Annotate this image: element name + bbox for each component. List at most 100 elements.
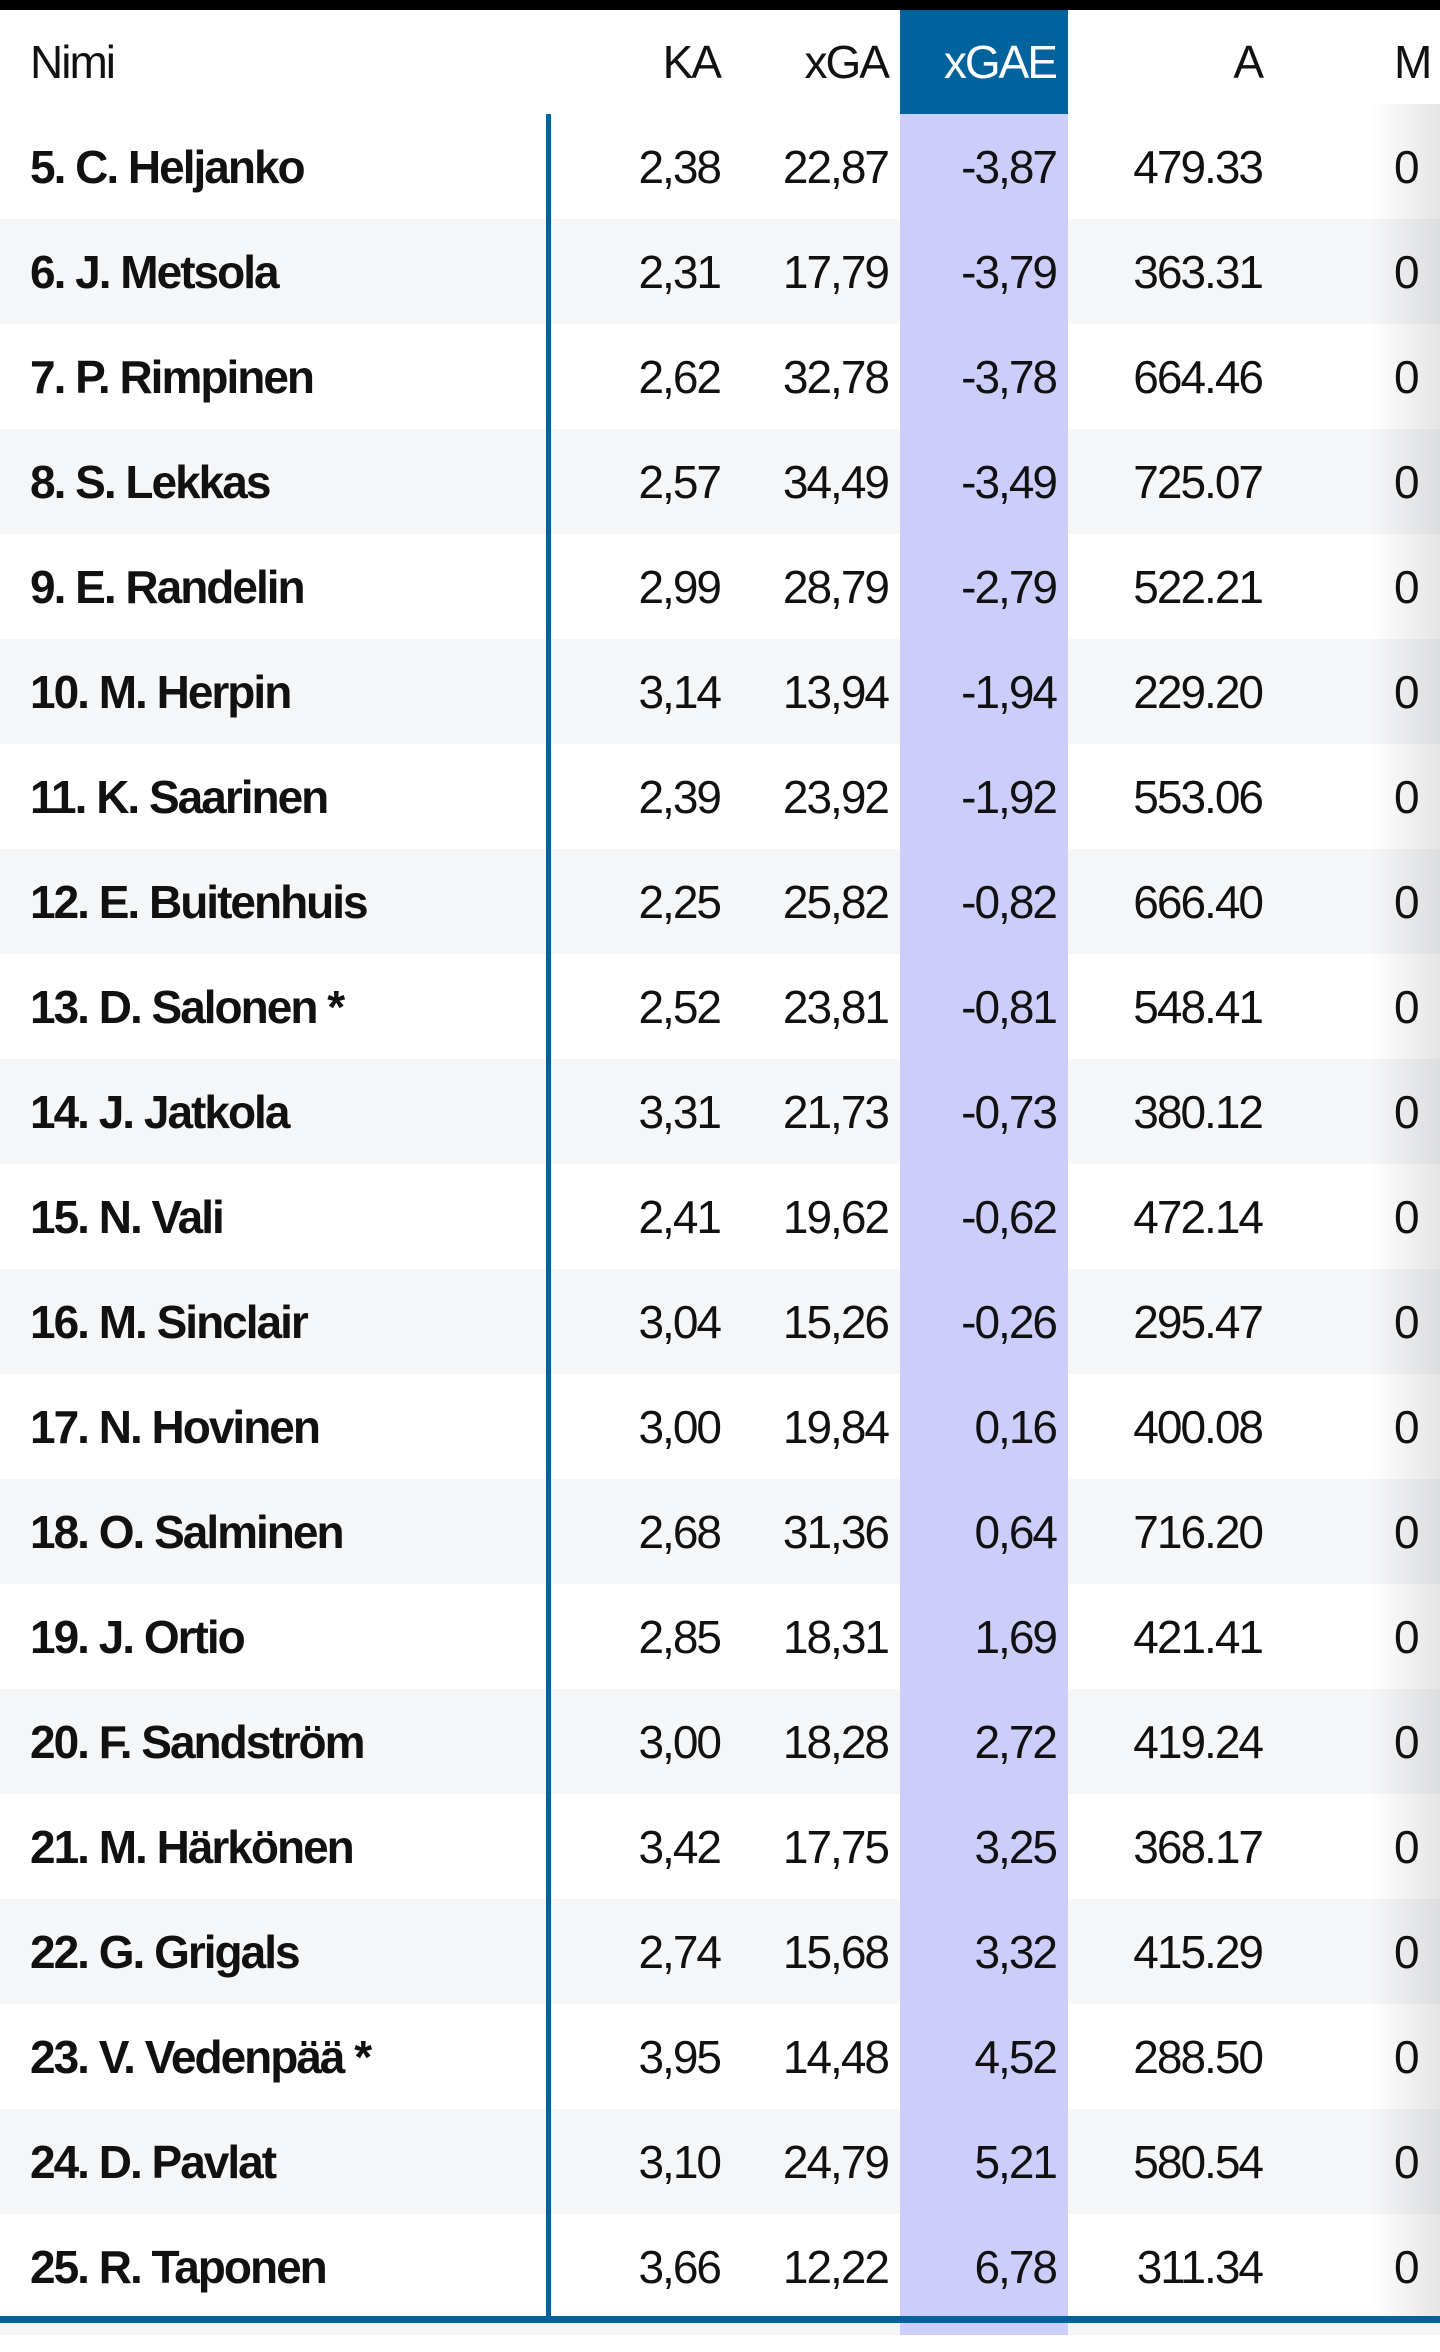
table-row[interactable]: 11. K. Saarinen 2,39 23,92 -1,92 553.06 0 <box>0 744 1440 849</box>
table-row[interactable]: 14. J. Jatkola 3,31 21,73 -0,73 380.12 0 <box>0 1059 1440 1164</box>
cell-xga: 15,26 <box>782 1295 890 1348</box>
column-header-xga[interactable]: xGA <box>804 36 890 88</box>
cell-ka: 2,41 <box>638 1190 722 1243</box>
table-row[interactable]: 22. G. Grigals 2,74 15,68 3,32 415.29 0 <box>0 1899 1440 2004</box>
cell-name[interactable]: 5. C. Heljanko <box>30 140 306 193</box>
table-row[interactable]: 12. E. Buitenhuis 2,25 25,82 -0,82 666.40 0 <box>0 849 1440 954</box>
cell-name[interactable]: 11. K. Saarinen <box>30 770 329 823</box>
cell-ka: 2,52 <box>638 980 722 1033</box>
cell-a: 421.41 <box>1133 1610 1264 1663</box>
cell-xgae: 1,69 <box>900 1584 1068 1689</box>
table-row[interactable]: 6. J. Metsola 2,31 17,79 -3,79 363.31 0 <box>0 219 1440 324</box>
cell-m: 0 <box>1394 1400 1420 1453</box>
table-row[interactable]: 19. J. Ortio 2,85 18,31 1,69 421.41 0 <box>0 1584 1440 1689</box>
cell-name[interactable]: 24. D. Pavlat <box>30 2135 277 2188</box>
cell-xga: 22,87 <box>782 140 890 193</box>
cell-a: 664.46 <box>1133 350 1264 403</box>
cell-xgae: -3,78 <box>900 324 1068 429</box>
cell-name[interactable]: 8. S. Lekkas <box>30 455 271 508</box>
cell-a: 716.20 <box>1133 1505 1264 1558</box>
cell-ka: 3,31 <box>638 1085 722 1138</box>
cell-xgae: -3,79 <box>900 219 1068 324</box>
table-row[interactable]: 23. V. Vedenpää * 3,95 14,48 4,52 288.50 0 <box>0 2004 1440 2109</box>
cell-xga: 17,79 <box>782 245 890 298</box>
cell-name[interactable]: 9. E. Randelin <box>30 560 306 613</box>
cell-name[interactable]: 15. N. Vali <box>30 1190 225 1243</box>
table-row[interactable]: 25. R. Taponen 3,66 12,22 6,78 311.34 0 <box>0 2214 1440 2319</box>
cell-xgae: 5,21 <box>900 2109 1068 2214</box>
cell-m: 0 <box>1394 1085 1420 1138</box>
table-row[interactable]: 5. C. Heljanko 2,38 22,87 -3,87 479.33 0 <box>0 114 1440 219</box>
table-row[interactable]: 20. F. Sandström 3,00 18,28 2,72 419.24 0 <box>0 1689 1440 1794</box>
cell-name[interactable]: 17. N. Hovinen <box>30 1400 321 1453</box>
column-header-a[interactable]: A <box>1233 36 1264 88</box>
cell-ka: 3,66 <box>638 2240 722 2293</box>
cell-xga: 25,82 <box>782 875 890 928</box>
cell-m: 0 <box>1394 875 1420 928</box>
table-row[interactable]: 10. M. Herpin 3,14 13,94 -1,94 229.20 0 <box>0 639 1440 744</box>
column-header-ka[interactable]: KA <box>662 36 722 88</box>
cell-a: 548.41 <box>1133 980 1264 1033</box>
table-row[interactable]: 24. D. Pavlat 3,10 24,79 5,21 580.54 0 <box>0 2109 1440 2214</box>
cell-xgae: 0,64 <box>900 1479 1068 1584</box>
table-row[interactable]: 9. E. Randelin 2,99 28,79 -2,79 522.21 0 <box>0 534 1440 639</box>
cell-xga: 19,62 <box>782 1190 890 1243</box>
cell-a: 415.29 <box>1133 1925 1264 1978</box>
column-header-m[interactable]: M <box>1394 36 1432 88</box>
cell-xgae: 3,32 <box>900 1899 1068 2004</box>
cell-a: 380.12 <box>1133 1085 1264 1138</box>
cell-a: 479.33 <box>1133 140 1264 193</box>
cell-m: 0 <box>1394 1505 1420 1558</box>
cell-name[interactable]: 13. D. Salonen * <box>30 980 345 1033</box>
cell-name[interactable]: 12. E. Buitenhuis <box>30 875 369 928</box>
table-row[interactable]: 21. M. Härkönen 3,42 17,75 3,25 368.17 0 <box>0 1794 1440 1899</box>
table-row[interactable]: 17. N. Hovinen 3,00 19,84 0,16 400.08 0 <box>0 1374 1440 1479</box>
cell-a: 472.14 <box>1133 1190 1264 1243</box>
cell-name[interactable]: 18. O. Salminen <box>30 1505 345 1558</box>
cell-m: 0 <box>1394 2135 1420 2188</box>
cell-m: 0 <box>1394 560 1420 613</box>
column-header-xgae[interactable]: xGAE <box>900 10 1068 114</box>
cell-xgae: 3,25 <box>900 1794 1068 1899</box>
cell-m: 0 <box>1394 1820 1420 1873</box>
cell-xga: 14,48 <box>782 2030 890 2083</box>
cell-name[interactable]: 23. V. Vedenpää * <box>30 2030 372 2083</box>
cell-m: 0 <box>1394 2030 1420 2083</box>
table-row[interactable]: 18. O. Salminen 2,68 31,36 0,64 716.20 0 <box>0 1479 1440 1584</box>
cell-name[interactable]: 21. M. Härkönen <box>30 1820 355 1873</box>
cell-name[interactable]: 10. M. Herpin <box>30 665 292 718</box>
cell-name[interactable]: 20. F. Sandström <box>30 1715 366 1768</box>
cell-xga: 18,31 <box>782 1610 890 1663</box>
cell-m: 0 <box>1394 2240 1420 2293</box>
cell-xgae: -0,73 <box>900 1059 1068 1164</box>
cell-m: 0 <box>1394 1190 1420 1243</box>
cell-name[interactable]: 6. J. Metsola <box>30 245 280 298</box>
table-header: Nimi KA xGA xGAE A M <box>0 10 1440 114</box>
cell-xga: 17,75 <box>782 1820 890 1873</box>
cell-name[interactable]: 16. M. Sinclair <box>30 1295 309 1348</box>
cell-name[interactable]: 14. J. Jatkola <box>30 1085 290 1138</box>
cell-name[interactable]: 22. G. Grigals <box>30 1925 301 1978</box>
column-header-name[interactable]: Nimi <box>30 36 116 88</box>
cell-xga: 34,49 <box>782 455 890 508</box>
table-row[interactable]: 8. S. Lekkas 2,57 34,49 -3,49 725.07 0 <box>0 429 1440 534</box>
cell-name[interactable]: 7. P. Rimpinen <box>30 350 315 403</box>
stats-table: Nimi KA xGA xGAE A M 5. C. Heljanko 2,38 2… <box>0 10 1440 2319</box>
cell-a: 295.47 <box>1133 1295 1264 1348</box>
table-row[interactable]: 7. P. Rimpinen 2,62 32,78 -3,78 664.46 0 <box>0 324 1440 429</box>
table-row[interactable]: 13. D. Salonen * 2,52 23,81 -0,81 548.41 0 <box>0 954 1440 1059</box>
cell-m: 0 <box>1394 1715 1420 1768</box>
cell-name[interactable]: 25. R. Taponen <box>30 2240 328 2293</box>
cell-m: 0 <box>1394 245 1420 298</box>
cell-a: 553.06 <box>1133 770 1264 823</box>
cell-name[interactable]: 19. J. Ortio <box>30 1610 246 1663</box>
cell-xgae: 6,78 <box>900 2214 1068 2319</box>
cell-ka: 2,39 <box>638 770 722 823</box>
cell-m: 0 <box>1394 1295 1420 1348</box>
status-bar <box>0 0 1440 10</box>
cell-xga: 32,78 <box>782 350 890 403</box>
cell-xgae: 2,72 <box>900 1689 1068 1794</box>
cell-ka: 3,14 <box>638 665 722 718</box>
table-row[interactable]: 16. M. Sinclair 3,04 15,26 -0,26 295.47 0 <box>0 1269 1440 1374</box>
table-row[interactable]: 15. N. Vali 2,41 19,62 -0,62 472.14 0 <box>0 1164 1440 1269</box>
